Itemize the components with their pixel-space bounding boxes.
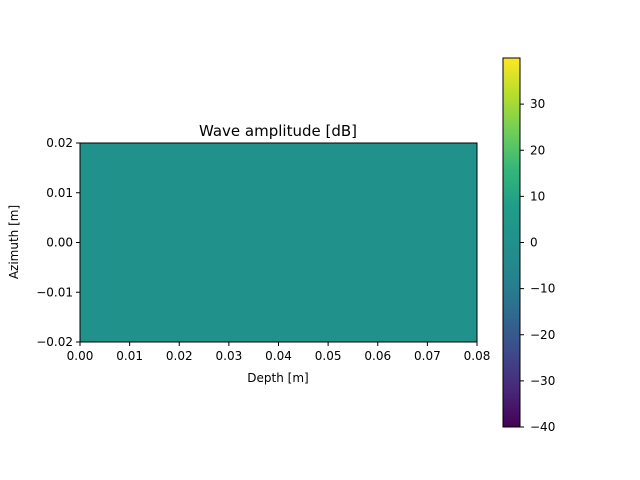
y-tick-label: −0.01: [36, 285, 73, 299]
colorbar-tick-label: 30: [530, 97, 545, 111]
colorbar-ticks: −40 −30 −20 −10 0 10 20 30: [520, 97, 555, 434]
x-tick-label: 0.07: [414, 349, 441, 363]
x-axis-ticks: 0.00 0.01 0.02 0.03 0.04 0.05 0.06 0.07 0.08: [67, 342, 491, 363]
x-tick-label: 0.03: [216, 349, 243, 363]
heatmap-field: [80, 143, 477, 342]
y-axis-label: Azimuth [m]: [7, 205, 21, 279]
colorbar-tick-label: 0: [530, 236, 538, 250]
colorbar: [502, 57, 521, 428]
colorbar-tick-label: −10: [530, 282, 555, 296]
y-tick-label: 0.02: [46, 136, 73, 150]
x-tick-label: 0.01: [116, 349, 143, 363]
colorbar-tick-label: 20: [530, 143, 545, 157]
colorbar-tick-label: 10: [530, 189, 545, 203]
y-tick-label: 0.01: [46, 186, 73, 200]
colorbar-tick-label: −20: [530, 328, 555, 342]
x-tick-label: 0.00: [67, 349, 94, 363]
y-axis-ticks: −0.02 −0.01 0.00 0.01 0.02: [36, 136, 80, 349]
x-tick-label: 0.08: [464, 349, 491, 363]
x-tick-label: 0.06: [364, 349, 391, 363]
chart-title: Wave amplitude [dB]: [199, 122, 357, 140]
x-tick-label: 0.04: [265, 349, 292, 363]
colorbar-tick-label: −40: [530, 420, 555, 434]
colorbar-tick-label: −30: [530, 374, 555, 388]
x-tick-label: 0.05: [315, 349, 342, 363]
y-tick-label: 0.00: [46, 236, 73, 250]
x-tick-label: 0.02: [166, 349, 193, 363]
x-axis-label: Depth [m]: [247, 371, 308, 385]
y-tick-label: −0.02: [36, 335, 73, 349]
